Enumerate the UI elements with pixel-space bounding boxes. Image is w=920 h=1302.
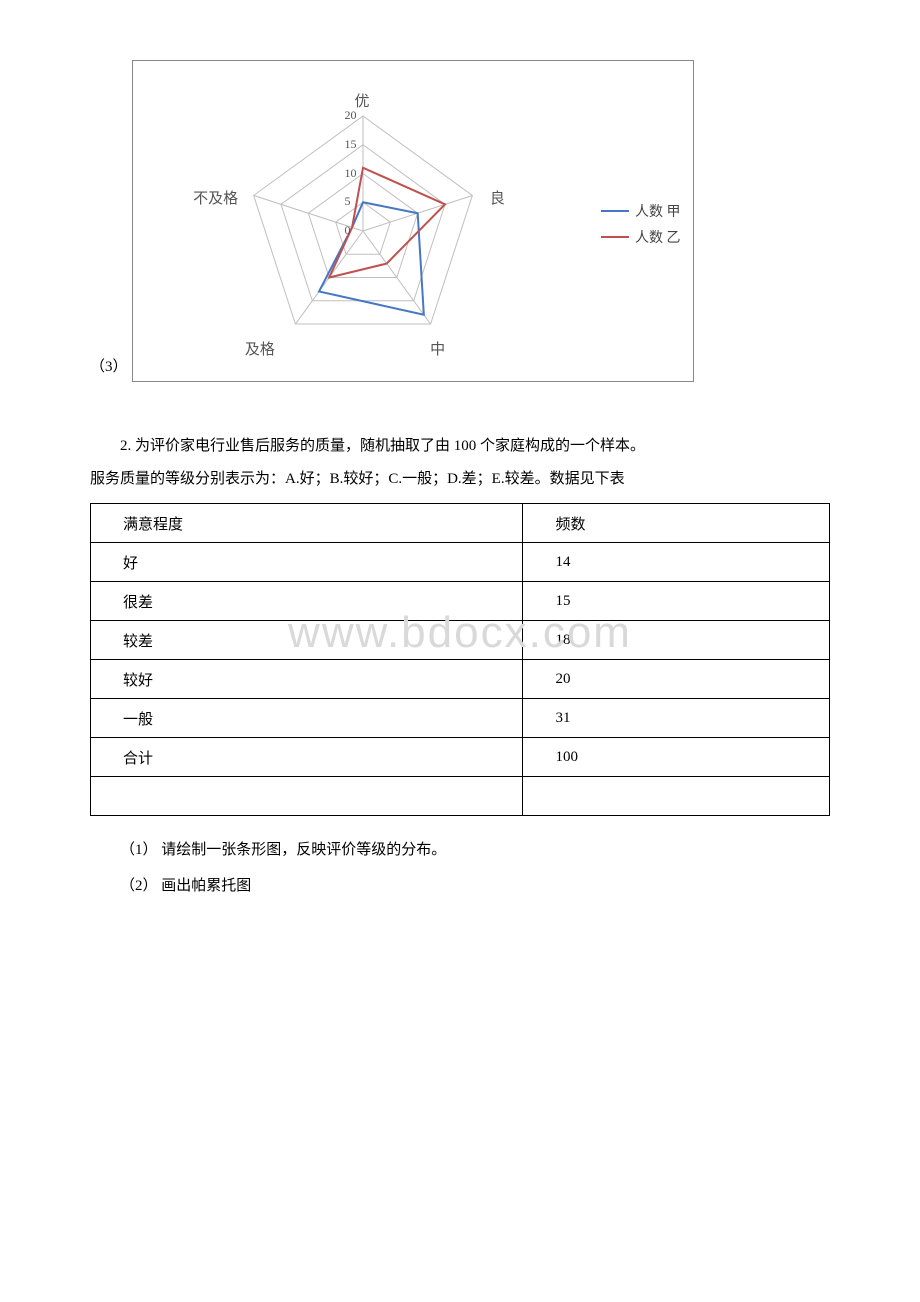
radar-axis-label: 良 bbox=[490, 187, 505, 208]
legend-item: 人数 乙 bbox=[601, 227, 681, 247]
radar-tick: 5 bbox=[345, 194, 351, 209]
radar-axis-label: 及格 bbox=[245, 338, 275, 359]
legend-swatch bbox=[601, 210, 629, 212]
table-cell: 较好 bbox=[91, 660, 523, 699]
radar-tick: 10 bbox=[345, 166, 357, 181]
table-header-cell: 满意程度 bbox=[91, 504, 523, 543]
table-cell: 15 bbox=[523, 582, 830, 621]
table-row: 好14 bbox=[91, 543, 830, 582]
table-row bbox=[91, 777, 830, 816]
radar-svg bbox=[153, 71, 533, 371]
radar-chart-row: （3） 05101520 优良中及格不及格 人数 甲人数 乙 bbox=[90, 60, 830, 382]
item-number-3: （3） bbox=[90, 355, 128, 382]
chart-legend: 人数 甲人数 乙 bbox=[601, 201, 681, 253]
table-row: 较好20 bbox=[91, 660, 830, 699]
table-cell: 100 bbox=[523, 738, 830, 777]
table-row: 一般31 bbox=[91, 699, 830, 738]
radar-axis-label: 中 bbox=[430, 338, 445, 359]
legend-label: 人数 甲 bbox=[635, 201, 681, 221]
radar-tick: 15 bbox=[345, 137, 357, 152]
legend-item: 人数 甲 bbox=[601, 201, 681, 221]
legend-swatch bbox=[601, 236, 629, 238]
table-cell: 18 bbox=[523, 621, 830, 660]
radar-axis-label: 优 bbox=[355, 90, 370, 111]
radar-axis-label: 不及格 bbox=[193, 187, 238, 208]
q2-intro-line1: 2. 为评价家电行业售后服务的质量，随机抽取了由 100 个家庭构成的一个样本。 bbox=[90, 432, 830, 461]
table-cell bbox=[523, 777, 830, 816]
table-row: 很差15 bbox=[91, 582, 830, 621]
q2-sub1: （1） 请绘制一张条形图，反映评价等级的分布。 bbox=[90, 832, 830, 868]
q2-intro-line2: 服务质量的等级分别表示为：A.好；B.较好；C.一般；D.差；E.较差。数据见下… bbox=[90, 465, 830, 494]
table-cell: 合计 bbox=[91, 738, 523, 777]
radar-chart: 05101520 优良中及格不及格 人数 甲人数 乙 bbox=[132, 60, 694, 382]
table-cell: 较差 bbox=[91, 621, 523, 660]
table-cell bbox=[91, 777, 523, 816]
table-cell: 好 bbox=[91, 543, 523, 582]
table-row: 合计100 bbox=[91, 738, 830, 777]
legend-label: 人数 乙 bbox=[635, 227, 681, 247]
table-cell: 很差 bbox=[91, 582, 523, 621]
table-header-row: 满意程度频数 bbox=[91, 504, 830, 543]
table-cell: 31 bbox=[523, 699, 830, 738]
frequency-table: 满意程度频数好14很差15较差18较好20一般31合计100 bbox=[90, 503, 830, 816]
table-row: 较差18 bbox=[91, 621, 830, 660]
table-cell: 一般 bbox=[91, 699, 523, 738]
radar-tick: 0 bbox=[345, 223, 351, 238]
table-header-cell: 频数 bbox=[523, 504, 830, 543]
q2-sub2: （2） 画出帕累托图 bbox=[90, 868, 830, 904]
table-cell: 20 bbox=[523, 660, 830, 699]
table-cell: 14 bbox=[523, 543, 830, 582]
